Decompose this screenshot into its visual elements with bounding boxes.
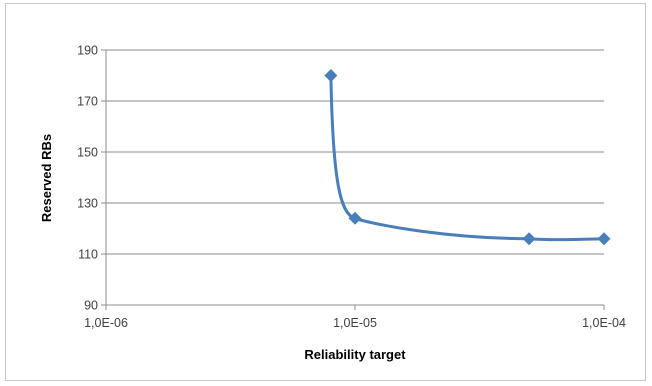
series-layer <box>324 69 611 246</box>
x-tick-label: 1,0E-05 <box>333 316 377 330</box>
chart-area <box>5 3 646 381</box>
y-tick-label: 110 <box>78 248 98 262</box>
data-point-marker <box>522 232 536 246</box>
y-tick-label: 130 <box>77 197 98 211</box>
y-tick-label: 150 <box>77 146 98 160</box>
y-tick-labels: 90 110 130 150 170 190 <box>77 44 98 313</box>
data-point-marker <box>324 69 338 82</box>
y-tick-label: 90 <box>84 299 98 313</box>
x-tick-labels: 1,0E-06 1,0E-05 1,0E-04 <box>84 316 626 330</box>
axes <box>101 49 605 310</box>
series-line <box>329 74 606 242</box>
y-axis-title: Reserved RBs <box>39 134 54 222</box>
x-axis-title: Reliability target <box>304 347 406 362</box>
data-point-marker <box>348 211 362 225</box>
x-tick-label: 1,0E-06 <box>84 316 128 330</box>
x-tick-label: 1,0E-04 <box>582 316 626 330</box>
data-point-marker <box>597 232 611 246</box>
y-tick-label: 170 <box>77 95 98 109</box>
gridlines <box>106 49 604 255</box>
y-tick-label: 190 <box>77 44 98 58</box>
